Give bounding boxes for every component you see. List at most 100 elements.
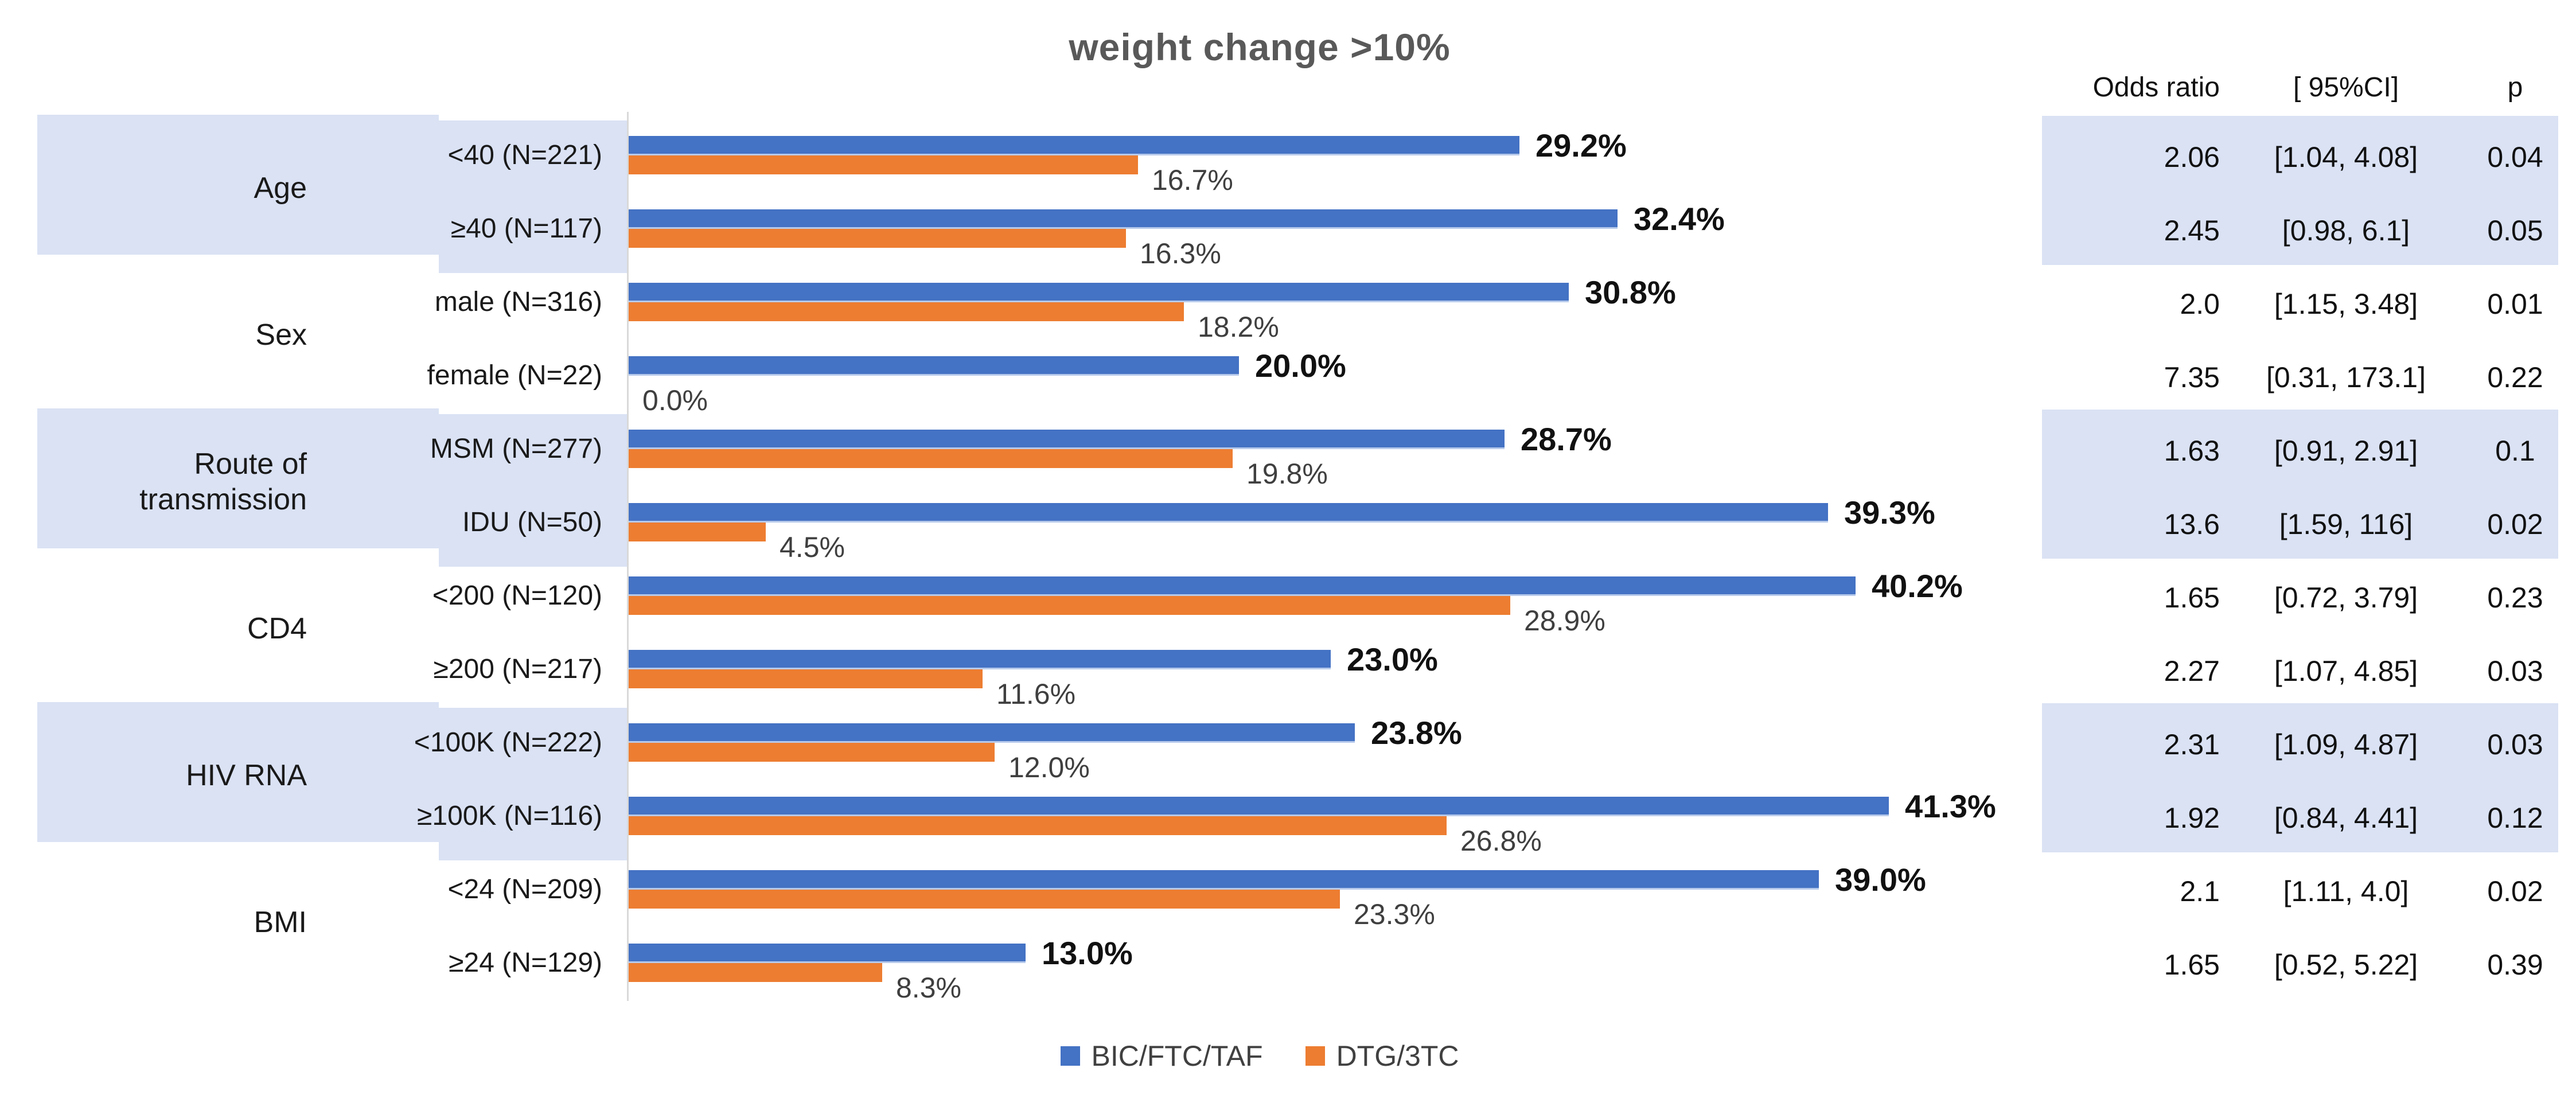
subgroup-label: ≥24 (N=129): [449, 947, 602, 978]
bar-bic-ftc-taf: [629, 870, 1819, 890]
legend-item: DTG/3TC: [1305, 1039, 1459, 1073]
bar-bic-ftc-taf: [629, 430, 1505, 449]
bar-dtg-3tc: [629, 816, 1447, 835]
p-value-cell: 0.39: [2487, 949, 2543, 981]
odds-ratio-cell: 2.27: [2164, 655, 2220, 687]
bar-value-label-bic-ftc-taf: 20.0%: [1255, 348, 1346, 384]
bar-bic-ftc-taf: [629, 650, 1331, 669]
highlight-band-group-column: [37, 702, 439, 842]
ci-cell: [1.07, 4.85]: [2274, 655, 2418, 687]
ci-cell: [0.52, 5.22]: [2274, 949, 2418, 981]
ci-cell: [1.09, 4.87]: [2274, 728, 2418, 761]
bar-value-label-dtg-3tc: 16.3%: [1140, 237, 1221, 270]
bar-value-label-dtg-3tc: 4.5%: [780, 531, 845, 563]
highlight-band-table-column: [2042, 116, 2558, 265]
bar-value-label-dtg-3tc: 26.8%: [1460, 825, 1542, 857]
bar-value-label-dtg-3tc: 23.3%: [1354, 898, 1435, 930]
bar-dtg-3tc: [629, 302, 1184, 321]
bar-value-label-bic-ftc-taf: 13.0%: [1042, 935, 1133, 971]
chart-title: weight change >10%: [1069, 26, 1451, 68]
subgroup-label: MSM (N=277): [430, 433, 602, 464]
bar-value-label-dtg-3tc: 0.0%: [642, 384, 708, 416]
highlight-band-subgroup-column: [439, 414, 628, 567]
category-group-label: BMI: [254, 906, 307, 939]
ci-cell: [0.31, 173.1]: [2266, 361, 2426, 393]
legend: BIC/FTC/TAF DTG/3TC: [629, 1036, 1891, 1076]
subgroup-label: ≥40 (N=117): [450, 213, 602, 244]
ci-cell: [1.59, 116]: [2279, 508, 2413, 540]
bar-dtg-3tc: [629, 890, 1340, 909]
category-group-label: HIV RNA: [186, 759, 307, 792]
p-value-cell: 0.05: [2487, 215, 2543, 247]
bar-value-label-bic-ftc-taf: 32.4%: [1634, 201, 1725, 237]
bar-value-label-bic-ftc-taf: 23.8%: [1371, 715, 1462, 751]
bar-bic-ftc-taf: [629, 944, 1026, 963]
subgroup-label: ≥100K (N=116): [417, 800, 602, 831]
bar-value-label-dtg-3tc: 11.6%: [996, 678, 1076, 710]
ci-cell: [0.98, 6.1]: [2282, 215, 2410, 247]
highlight-band-table-column: [2042, 410, 2558, 559]
odds-ratio-cell: 1.65: [2164, 582, 2220, 614]
odds-ratio-cell: 13.6: [2164, 508, 2220, 540]
odds-ratio-cell: 1.65: [2164, 949, 2220, 981]
subgroup-label: <40 (N=221): [447, 139, 602, 170]
odds-ratio-cell: 2.1: [2180, 875, 2220, 907]
category-group-label: Age: [254, 172, 307, 205]
bar-dtg-3tc: [629, 523, 766, 541]
y-axis-line: [627, 112, 629, 1001]
bar-dtg-3tc: [629, 963, 882, 982]
bar-dtg-3tc: [629, 155, 1138, 174]
highlight-band-group-column: [37, 408, 439, 548]
bar-bic-ftc-taf: [629, 797, 1889, 816]
table-header-p: p: [2507, 72, 2523, 103]
bar-value-label-bic-ftc-taf: 28.7%: [1521, 421, 1612, 457]
odds-ratio-cell: 7.35: [2164, 361, 2220, 393]
highlight-band-table-column: [2042, 703, 2558, 852]
highlight-band-subgroup-column: [439, 708, 628, 860]
subgroup-label: <24 (N=209): [447, 874, 602, 905]
bar-bic-ftc-taf: [629, 209, 1618, 229]
bar-bic-ftc-taf: [629, 136, 1519, 155]
subgroup-label: male (N=316): [434, 286, 602, 317]
ci-cell: [1.04, 4.08]: [2274, 141, 2418, 173]
p-value-cell: 0.02: [2487, 508, 2543, 540]
odds-ratio-cell: 1.92: [2164, 802, 2220, 834]
subgroup-label: IDU (N=50): [462, 506, 602, 537]
category-group-label: Sex: [255, 318, 307, 352]
category-group-label: CD4: [247, 612, 307, 645]
p-value-cell: 0.03: [2487, 728, 2543, 761]
p-value-cell: 0.22: [2487, 361, 2543, 393]
legend-swatch-icon: [1060, 1046, 1080, 1066]
bar-value-label-bic-ftc-taf: 40.2%: [1872, 568, 1963, 604]
ci-cell: [1.15, 3.48]: [2274, 288, 2418, 320]
p-value-cell: 0.04: [2487, 141, 2543, 173]
bar-value-label-dtg-3tc: 18.2%: [1198, 311, 1279, 343]
legend-label: BIC/FTC/TAF: [1091, 1040, 1263, 1072]
bar-bic-ftc-taf: [629, 283, 1569, 302]
bar-value-label-bic-ftc-taf: 30.8%: [1585, 274, 1676, 310]
p-value-cell: 0.23: [2487, 582, 2543, 614]
bar-dtg-3tc: [629, 229, 1126, 248]
bar-value-label-bic-ftc-taf: 39.3%: [1844, 494, 1935, 531]
bar-dtg-3tc: [629, 669, 983, 688]
bar-value-label-bic-ftc-taf: 29.2%: [1536, 127, 1627, 163]
subgroup-label: <200 (N=120): [432, 580, 602, 611]
p-value-cell: 0.01: [2487, 288, 2543, 320]
legend-item: BIC/FTC/TAF: [1060, 1039, 1263, 1073]
odds-ratio-cell: 2.0: [2180, 288, 2220, 320]
subgroup-label: female (N=22): [427, 360, 602, 391]
table-header-ci: [ 95%CI]: [2293, 72, 2399, 103]
p-value-cell: 0.1: [2495, 435, 2535, 467]
legend-label: DTG/3TC: [1336, 1040, 1459, 1072]
bar-dtg-3tc: [629, 743, 995, 762]
ci-cell: [0.72, 3.79]: [2274, 582, 2418, 614]
bar-dtg-3tc: [629, 596, 1510, 615]
bar-value-label-bic-ftc-taf: 23.0%: [1347, 641, 1438, 677]
odds-ratio-cell: 2.45: [2164, 215, 2220, 247]
ci-cell: [0.84, 4.41]: [2274, 802, 2418, 834]
p-value-cell: 0.12: [2487, 802, 2543, 834]
bar-value-label-dtg-3tc: 12.0%: [1008, 751, 1090, 784]
bar-value-label-bic-ftc-taf: 39.0%: [1835, 862, 1926, 898]
p-value-cell: 0.03: [2487, 655, 2543, 687]
